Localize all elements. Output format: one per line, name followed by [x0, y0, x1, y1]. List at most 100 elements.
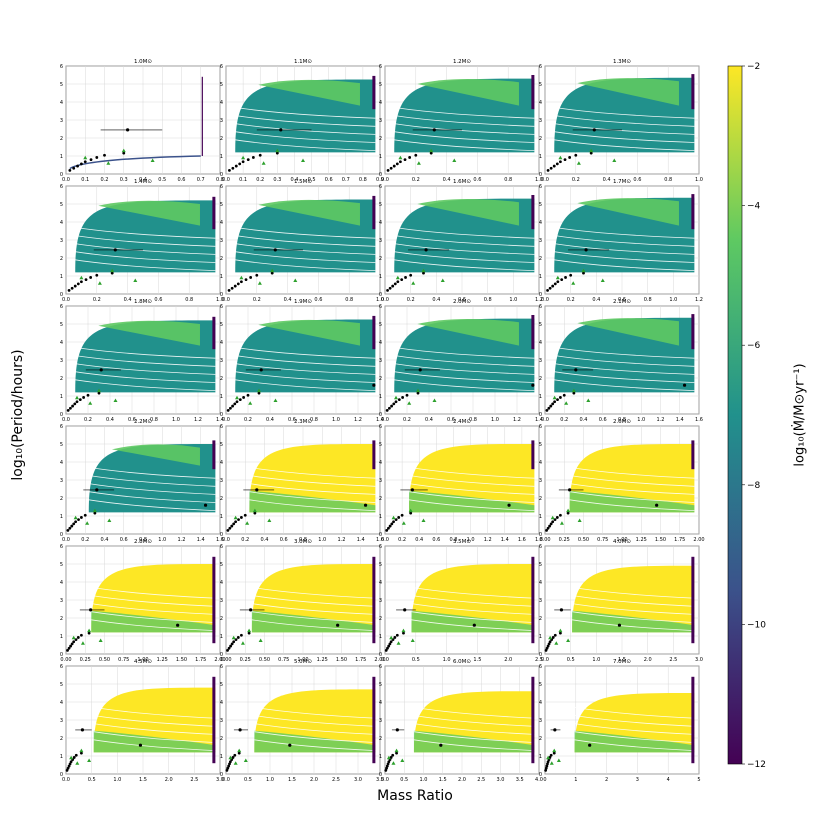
data-point — [385, 766, 388, 770]
data-point — [385, 409, 389, 412]
triangle-marker — [407, 401, 412, 405]
x-tick-label: 1.25 — [157, 657, 168, 663]
x-tick-label: 0.2 — [81, 537, 89, 543]
track-edge — [531, 676, 535, 764]
x-tick-label: 0.0 — [62, 297, 70, 303]
colorbar-scale — [727, 65, 743, 765]
track-streak — [572, 587, 695, 599]
data-point — [240, 633, 243, 637]
data-point — [68, 526, 72, 530]
data-point — [392, 520, 395, 524]
x-tick-label: 1.0 — [172, 417, 180, 423]
colorbar-tick-label: −2 — [747, 62, 760, 72]
data-point — [72, 640, 76, 644]
data-point — [251, 156, 255, 159]
track-streak — [413, 715, 535, 727]
data-point — [74, 520, 78, 524]
triangle-marker — [421, 268, 426, 273]
track-edge — [531, 195, 535, 230]
data-point — [67, 646, 71, 650]
data-point — [70, 524, 74, 528]
y-tick-label: 4 — [220, 100, 223, 106]
x-tick-label: 0.5 — [308, 177, 316, 183]
x-tick-label: 0.0 — [541, 417, 549, 423]
y-tick-label: 1 — [220, 154, 223, 160]
x-tick-label: 1.4 — [676, 417, 684, 423]
y-tick-label: 0 — [539, 772, 542, 778]
track-streak — [411, 603, 535, 615]
data-point — [236, 636, 240, 639]
x-tick-label: 1.5 — [139, 777, 147, 783]
data-point — [385, 764, 389, 768]
panel-title: 3.0M⊙ — [294, 539, 312, 545]
y-tick-label: 1 — [379, 514, 382, 520]
data-point — [397, 398, 401, 401]
y-tick-label: 6 — [379, 304, 382, 310]
track-highmass — [417, 319, 519, 346]
track-streak — [93, 715, 216, 727]
track-edge — [212, 316, 216, 350]
y-tick-label: 4 — [60, 340, 63, 346]
triangle-marker — [552, 748, 557, 753]
x-tick-label: 0.4 — [580, 417, 588, 423]
triangle-marker — [98, 638, 103, 642]
x-tick-label: 0.0 — [62, 177, 70, 183]
y-tick-label: 1 — [379, 274, 382, 280]
data-point — [242, 396, 246, 399]
x-tick-label: 0.2 — [412, 177, 420, 183]
track-streak — [572, 619, 695, 631]
x-tick-label: 0.5 — [567, 657, 575, 663]
x-tick-label: 0.6 — [120, 537, 128, 543]
track-streak — [91, 611, 216, 623]
triangle-marker — [571, 281, 576, 285]
track-streak — [408, 475, 535, 487]
data-point — [259, 368, 263, 372]
x-tick-label: 1.2 — [484, 537, 492, 543]
y-tick-label: 6 — [539, 304, 542, 310]
data-point — [76, 636, 80, 639]
data-point — [387, 760, 391, 764]
x-tick-label: 2.5 — [477, 777, 485, 783]
track-streak — [413, 707, 535, 719]
x-tick-label: 0.8 — [216, 177, 224, 183]
data-point — [110, 271, 114, 275]
panel: 0 1 2 3 4 5 0 1 2 3 4 5 6 7.0M⊙ — [539, 659, 701, 783]
y-tick-label: 4 — [60, 460, 63, 466]
data-point — [68, 169, 72, 172]
y-tick-label: 3 — [379, 118, 382, 124]
track-streak — [394, 115, 535, 127]
track-edge — [531, 440, 535, 470]
y-tick-label: 2 — [60, 376, 63, 382]
track-streak — [394, 379, 535, 391]
track-highmass — [577, 318, 679, 346]
x-tick-label: 1.0 — [266, 777, 274, 783]
track-streak — [88, 483, 216, 495]
y-tick-label: 3 — [60, 598, 63, 604]
track-streak — [235, 363, 376, 375]
data-point — [388, 642, 392, 646]
track-streak — [554, 355, 695, 367]
data-point — [559, 513, 562, 517]
triangle-marker — [400, 758, 405, 762]
data-point — [66, 766, 70, 770]
data-point — [384, 769, 388, 772]
triangle-marker — [401, 521, 406, 525]
track-edge — [531, 556, 535, 644]
panel-title: 1.7M⊙ — [613, 179, 631, 185]
data-point — [75, 400, 79, 404]
y-tick-label: 5 — [379, 562, 382, 568]
x-tick-label: 1.2 — [695, 297, 703, 303]
data-point — [69, 644, 73, 648]
y-tick-label: 0 — [220, 292, 223, 298]
track-edge — [531, 75, 535, 110]
data-point — [397, 516, 401, 519]
data-point — [386, 169, 390, 172]
y-tick-label: 0 — [60, 532, 63, 538]
y-tick-label: 0 — [60, 292, 63, 298]
data-point — [113, 248, 117, 252]
data-point — [77, 518, 80, 521]
triangle-marker — [247, 628, 252, 633]
panel-title: 4.5M⊙ — [134, 659, 152, 665]
track-streak — [569, 483, 695, 495]
